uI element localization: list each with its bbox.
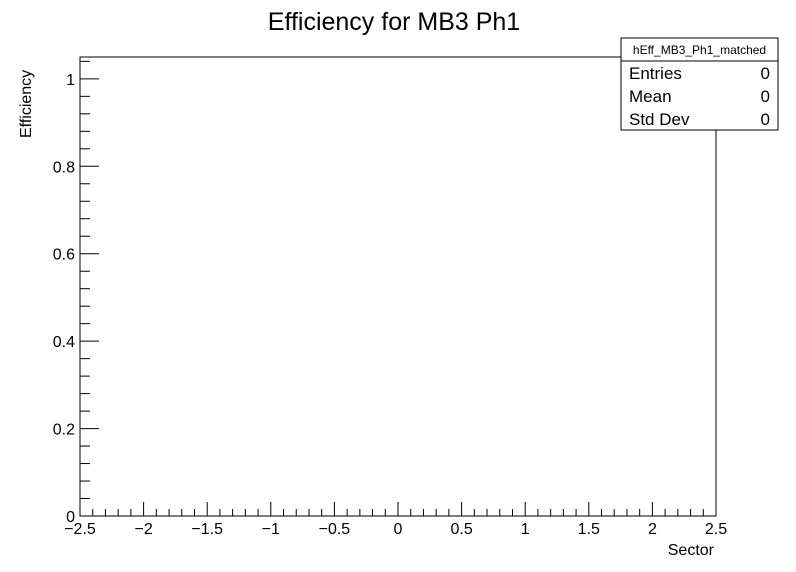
x-tick-label: 1 xyxy=(521,521,530,538)
stats-label-entries: Entries xyxy=(629,64,682,83)
stats-value-std-dev: 0 xyxy=(761,110,770,129)
y-tick-label: 0.8 xyxy=(53,159,75,176)
y-tick-label: 0.4 xyxy=(53,334,75,351)
stats-box: hEff_MB3_Ph1_matched Entries 0 Mean 0 St… xyxy=(620,37,779,131)
stats-value-entries: 0 xyxy=(761,64,770,83)
x-tick-label: −1.5 xyxy=(191,521,223,538)
y-tick-label: 0.6 xyxy=(53,247,75,264)
x-tick-label: 0.5 xyxy=(450,521,472,538)
chart-title: Efficiency for MB3 Ph1 xyxy=(268,8,520,36)
x-tick-label: 1.5 xyxy=(578,521,600,538)
y-axis: 0 0.2 0.4 0.6 0.8 1 xyxy=(53,60,99,526)
x-tick-label: 2 xyxy=(648,521,657,538)
stats-label-std-dev: Std Dev xyxy=(629,110,690,129)
x-axis-title: Sector xyxy=(668,542,715,559)
y-tick-label: 0.2 xyxy=(53,422,75,439)
x-tick-label: 2.5 xyxy=(705,521,727,538)
x-tick-label: 0 xyxy=(394,521,403,538)
x-tick-label: −0.5 xyxy=(319,521,351,538)
stats-box-histogram-name: hEff_MB3_Ph1_matched xyxy=(633,43,766,57)
y-tick-label: 1 xyxy=(66,72,75,89)
stats-value-mean: 0 xyxy=(761,87,770,106)
y-tick-label: 0 xyxy=(66,509,75,526)
stats-label-mean: Mean xyxy=(629,87,672,106)
x-tick-label: −1 xyxy=(262,521,280,538)
x-tick-label: −2.5 xyxy=(64,521,96,538)
stats-box-frame xyxy=(620,37,779,131)
x-axis: −2.5 −2 −1.5 −1 −0.5 0 0.5 1 1.5 2 2.5 xyxy=(64,502,727,538)
y-axis-title: Efficiency xyxy=(18,70,35,138)
x-tick-label: −2 xyxy=(134,521,152,538)
